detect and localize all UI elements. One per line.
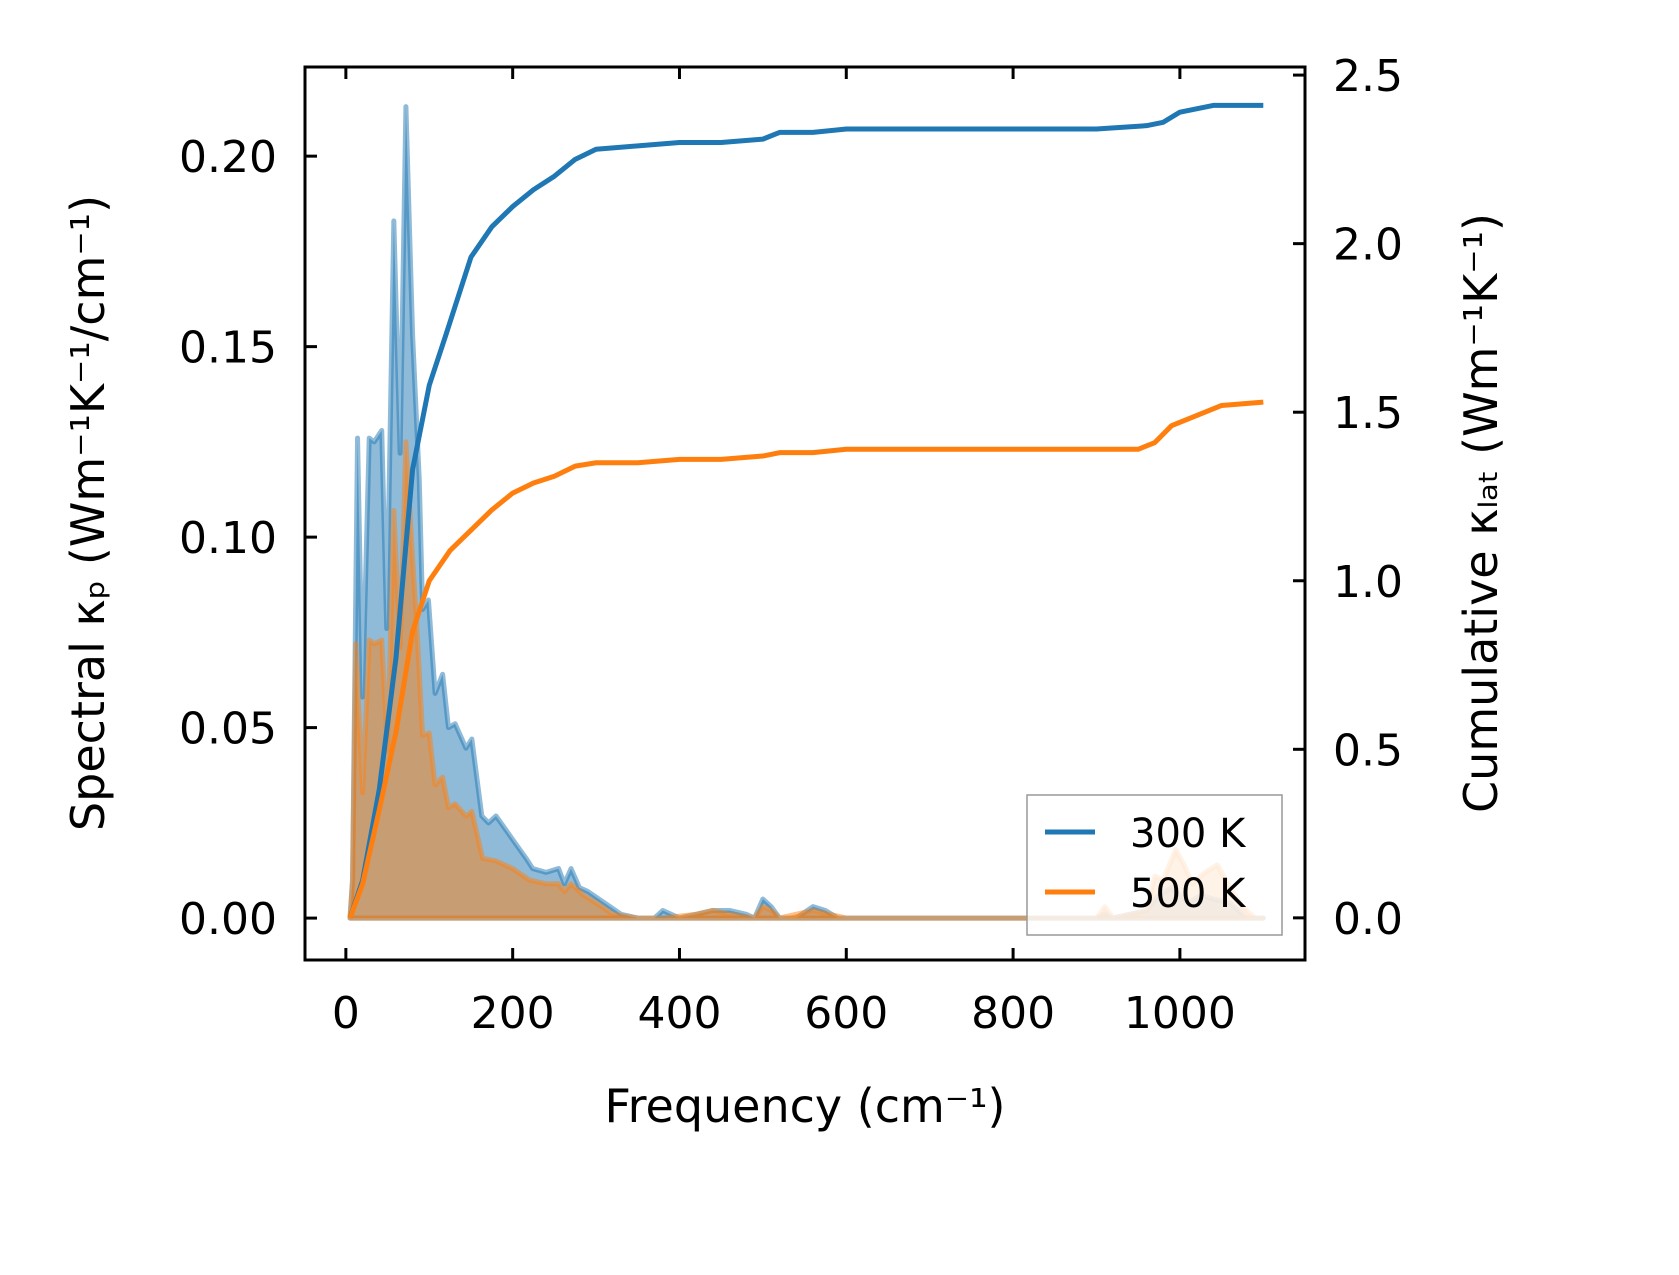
- legend: 300 K 500 K: [1026, 794, 1283, 936]
- y-left-tick-label: 0.00: [179, 894, 277, 945]
- x-tick-label: 600: [804, 988, 888, 1039]
- y-left-tick-label: 0.10: [179, 513, 277, 564]
- plot-frame: [303, 65, 1307, 962]
- legend-box: [1026, 794, 1283, 936]
- cumulative-lines: [347, 102, 1264, 919]
- y-left-tick-label: 0.20: [179, 132, 277, 183]
- cumulative-line-500k: [347, 399, 1264, 919]
- x-tick-label: 800: [971, 988, 1055, 1039]
- y-axis-left-label: Spectral κₚ (Wm⁻¹K⁻¹/cm⁻¹): [61, 195, 115, 831]
- y-right-tick-label: 1.0: [1333, 557, 1403, 608]
- x-tick-label: 0: [332, 988, 360, 1039]
- y-left-tick-label: 0.05: [179, 704, 277, 755]
- y-right-tick-label: 1.5: [1333, 388, 1403, 439]
- y-right-tick-label: 2.0: [1333, 220, 1403, 271]
- cumulative-line-300k: [347, 102, 1264, 919]
- legend-label-300k: 300 K: [1130, 811, 1247, 857]
- y-right-tick-label: 0.5: [1333, 725, 1403, 776]
- y-right-tick-label: 0.0: [1333, 894, 1403, 945]
- axis-ticks: 0 200 400 600 800 1000 0.00 0.05 0.10 0.15 0.20 0.0…: [179, 51, 1403, 1039]
- x-tick-label: 1000: [1124, 988, 1236, 1039]
- y-right-tick-label: 2.5: [1333, 51, 1403, 102]
- y-left-tick-label: 0.15: [179, 323, 277, 374]
- x-tick-label: 400: [637, 988, 721, 1039]
- y-axis-right-label: Cumulative κₗₐₜ (Wm⁻¹K⁻¹): [1454, 213, 1508, 813]
- legend-label-500k: 500 K: [1130, 871, 1247, 917]
- x-tick-label: 200: [471, 988, 555, 1039]
- x-axis-label: Frequency (cm⁻¹): [605, 1079, 1006, 1133]
